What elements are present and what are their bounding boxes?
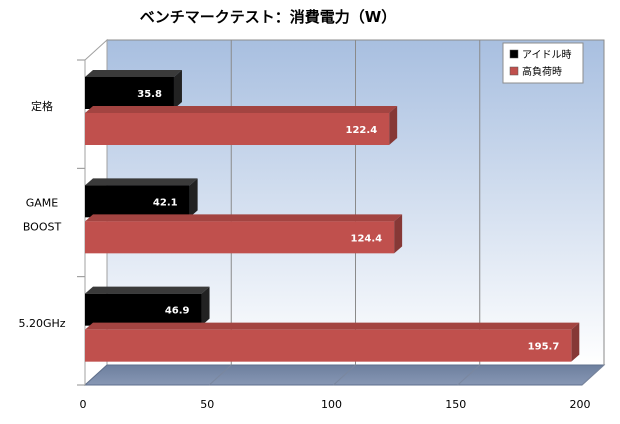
legend-label: 高負荷時 [522,65,562,78]
bar-side-face [389,106,398,145]
category-label: 5.20GHz [18,317,65,330]
x-tick-label: 150 [445,398,466,411]
gridline-floor [581,364,605,386]
bar [85,185,190,218]
gridline-floor [457,364,481,386]
category-label: GAME [26,197,59,210]
bar-top-face [85,70,182,77]
gridline-floor [208,364,232,386]
bar [85,329,572,362]
category-label: BOOST [23,221,62,234]
legend-label: アイドル時 [522,49,572,61]
data-label: 46.9 [165,306,190,317]
gridline-floor [333,364,356,386]
data-label: 42.1 [153,197,178,208]
legend [502,42,584,84]
x-tick-label: 50 [200,398,214,411]
chart-title: ベンチマークテスト：消費電力（W） [140,8,397,26]
bar-side-face [189,178,198,218]
legend-swatch [509,66,519,76]
category-label: 定格 [31,99,53,113]
data-label: 122.4 [346,125,378,136]
bar-side-face [173,70,182,109]
bar [85,77,174,109]
data-label: 35.8 [137,89,162,100]
bar-top-face [85,214,403,222]
bar-top-face [85,178,198,186]
bar [85,293,202,326]
bar-side-face [571,322,580,362]
x-tick-label: 0 [80,398,87,411]
bar-top-face [85,106,398,113]
bar-side-face [201,286,210,326]
bar-side-face [394,214,403,254]
x-tick-label: 200 [570,398,591,411]
data-label: 195.7 [528,342,560,353]
x-tick-label: 100 [321,398,342,411]
bar-top-face [85,286,210,294]
bar-top-face [85,322,580,330]
bar [85,113,390,145]
legend-swatch [509,49,519,59]
bar [85,221,395,254]
data-label: 124.4 [350,233,382,244]
